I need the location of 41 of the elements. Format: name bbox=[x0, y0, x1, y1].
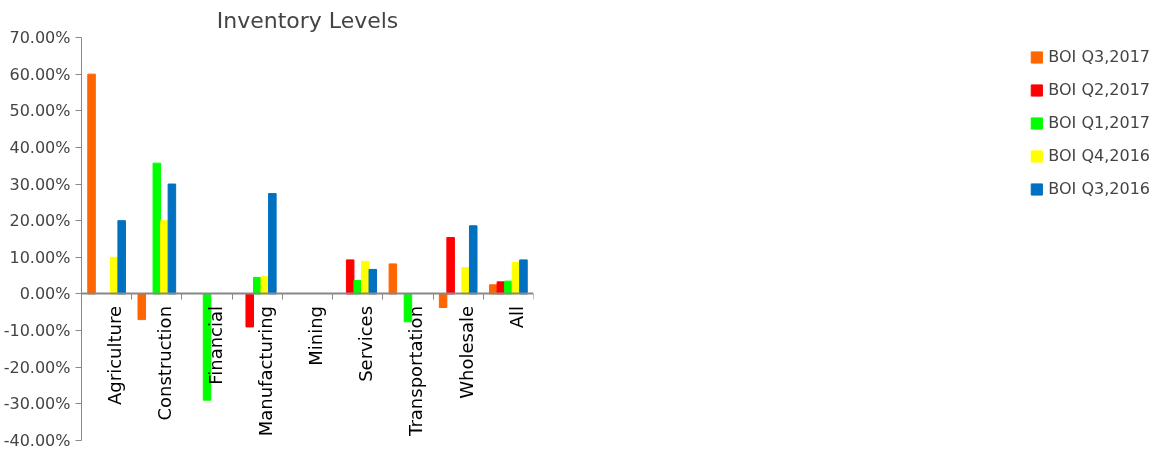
bar bbox=[87, 73, 96, 295]
y-tick-label: 60.00% bbox=[9, 64, 71, 84]
x-tick-label: Financial bbox=[204, 305, 226, 385]
chart-title: Inventory Levels bbox=[216, 7, 399, 33]
y-tick-label: 20.00% bbox=[9, 211, 71, 231]
bar bbox=[446, 237, 455, 295]
x-tick-label: Construction bbox=[154, 305, 176, 421]
bar bbox=[167, 183, 177, 295]
bar bbox=[245, 293, 255, 328]
y-tick-label: -10.00% bbox=[3, 321, 71, 341]
x-tick-label: Agriculture bbox=[104, 305, 126, 405]
y-tick-label: -30.00% bbox=[3, 394, 71, 414]
x-tick-label: Manufacturing bbox=[254, 305, 276, 437]
legend-label: BOI Q3,2016 bbox=[1048, 179, 1150, 198]
bar bbox=[152, 162, 162, 295]
y-tick-label: 50.00% bbox=[9, 101, 71, 121]
bar bbox=[519, 259, 528, 295]
y-tick-label: 30.00% bbox=[9, 174, 71, 194]
y-tick-label: 0.00% bbox=[19, 284, 71, 304]
y-tick-label: -20.00% bbox=[3, 357, 71, 377]
bar bbox=[468, 225, 478, 295]
y-tick-label: 70.00% bbox=[9, 28, 71, 47]
x-tick-label: Mining bbox=[305, 305, 326, 366]
legend-label: BOI Q3,2017 bbox=[1048, 47, 1150, 66]
bar bbox=[137, 293, 147, 321]
x-tick-label: Services bbox=[355, 305, 377, 382]
legend-label: BOI Q2,2017 bbox=[1048, 80, 1150, 99]
x-tick-label: All bbox=[505, 305, 527, 329]
y-tick-label: -40.00% bbox=[3, 431, 71, 450]
legend-label: BOI Q1,2017 bbox=[1048, 113, 1150, 132]
y-tick-label: 40.00% bbox=[9, 137, 71, 157]
bar bbox=[345, 259, 355, 295]
x-tick-label: Wholesale bbox=[455, 305, 477, 399]
bar bbox=[268, 193, 277, 295]
legend-label: BOI Q4,2016 bbox=[1048, 146, 1150, 165]
bar bbox=[368, 268, 378, 295]
y-tick-label: 10.00% bbox=[9, 247, 71, 267]
bar bbox=[388, 263, 398, 295]
bar bbox=[438, 293, 448, 309]
bar bbox=[117, 220, 126, 295]
x-tick-label: Transportation bbox=[405, 305, 427, 437]
